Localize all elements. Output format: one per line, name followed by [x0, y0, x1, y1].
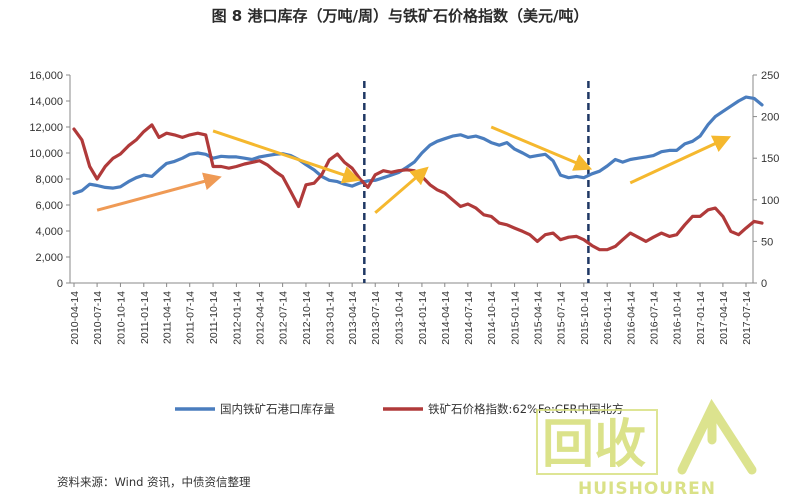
x-tick-label: 2014-07-14 [463, 291, 475, 345]
y-right-tick-label: 100 [761, 195, 779, 207]
y-left-tick-label: 2,000 [35, 252, 63, 264]
trend-arrow [96, 172, 222, 212]
x-tick-label: 2017-07-14 [741, 291, 753, 345]
x-tick-label: 2016-01-14 [602, 291, 614, 345]
x-tick-label: 2015-07-14 [555, 291, 567, 345]
x-tick-label: 2017-01-14 [695, 291, 707, 345]
x-tick-label: 2015-04-14 [532, 291, 544, 345]
x-tick-label: 2016-04-14 [625, 291, 637, 345]
y-left-tick-label: 10,000 [29, 148, 63, 160]
x-tick-label: 2011-10-14 [208, 291, 220, 344]
x-tick-label: 2012-10-14 [301, 291, 313, 345]
y-right-tick-label: 250 [761, 70, 779, 82]
x-tick-label: 2011-07-14 [185, 291, 197, 344]
legend-label: 铁矿石价格指数:62%Fe:CFR中国北方 [428, 402, 624, 416]
plot-area: 0 2,000 4,000 6,000 8,000 10,000 12,000 14,000 1… [29, 70, 779, 345]
x-tick-label: 2014-01-14 [417, 291, 429, 345]
trend-arrow [629, 135, 732, 185]
watermark-subtext: HUISHOUREN [578, 479, 716, 499]
x-tick-label: 2012-01-14 [231, 291, 243, 345]
x-tick-label: 2010-07-14 [92, 291, 104, 345]
x-tick-label: 2014-04-14 [440, 291, 452, 345]
watermark-text: 回收 [542, 415, 646, 475]
y-left-tick-label: 8,000 [35, 174, 63, 186]
x-tick-label: 2014-10-14 [486, 291, 498, 345]
y-left-tick-label: 14,000 [29, 96, 63, 108]
chart-title: 图 8 港口库存（万吨/周）与铁矿石价格指数（美元/吨） [212, 7, 589, 25]
x-tick-label: 2013-07-14 [370, 291, 382, 345]
y-right-tick-label: 50 [761, 236, 773, 248]
x-tick-label: 2011-01-14 [139, 291, 151, 344]
x-tick-label: 2013-01-14 [324, 291, 336, 345]
watermark-box [536, 409, 658, 475]
y-left-tick-label: 6,000 [35, 200, 63, 212]
x-tick-label: 2012-04-14 [255, 291, 267, 345]
x-tick-label: 2015-10-14 [579, 291, 591, 345]
y-left-tick-label: 12,000 [29, 122, 63, 134]
x-tick-label: 2011-04-14 [162, 291, 174, 344]
legend: 国内铁矿石港口库存量 铁矿石价格指数:62%Fe:CFR中国北方 [175, 402, 624, 416]
source-note: 资料来源：Wind 资讯，中债资信整理 [57, 475, 251, 489]
y-left-tick-label: 16,000 [29, 70, 63, 82]
x-tick-label: 2012-07-14 [278, 291, 290, 345]
inventory-line [72, 95, 764, 195]
x-tick-label: 2016-10-14 [672, 291, 684, 345]
trend-arrow [374, 166, 429, 214]
y-left-tick-label: 0 [57, 278, 63, 290]
x-tick-label: 2015-01-14 [510, 291, 522, 345]
y-right-tick-label: 0 [761, 278, 767, 290]
x-tick-label: 2013-04-14 [347, 291, 359, 345]
x-tick-label: 2013-10-14 [394, 291, 406, 345]
x-tick-label: 2016-07-14 [648, 291, 660, 345]
watermark-logo: 回收 HUISHOUREN [536, 398, 757, 499]
x-tick-label: 2010-04-14 [69, 291, 81, 345]
trend-arrow [490, 125, 593, 171]
legend-label: 国内铁矿石港口库存量 [220, 402, 335, 416]
y-left-tick-label: 4,000 [35, 226, 63, 238]
trend-arrow [212, 129, 361, 184]
x-tick-label: 2017-04-14 [718, 291, 730, 345]
y-right-tick-label: 150 [761, 153, 779, 165]
watermark-person-icon [677, 398, 757, 475]
y-right-tick-label: 200 [761, 112, 779, 124]
x-tick-label: 2010-10-14 [115, 291, 127, 345]
